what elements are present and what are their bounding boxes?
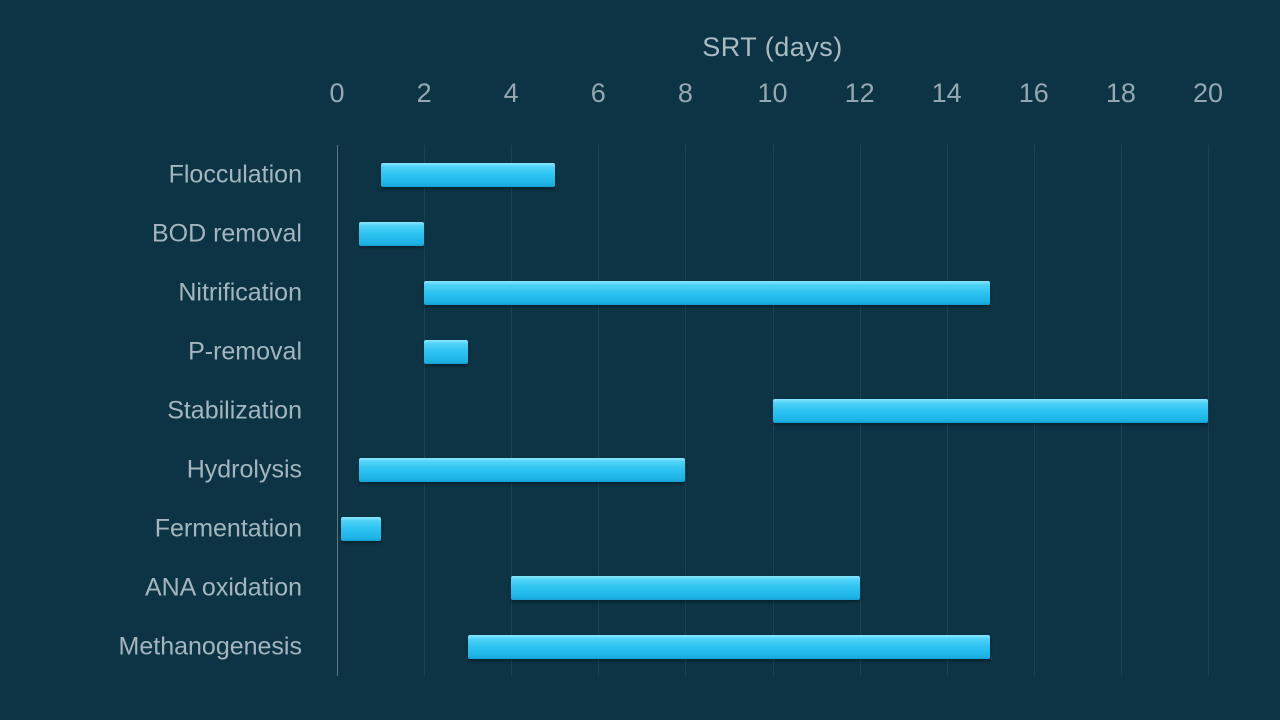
category-label-hydrolysis: Hydrolysis bbox=[186, 455, 302, 483]
x-tick-label: 12 bbox=[844, 78, 875, 108]
category-label-p-removal: P-removal bbox=[188, 337, 302, 365]
category-label-methanogenesis: Methanogenesis bbox=[118, 632, 302, 660]
gridline bbox=[511, 145, 513, 676]
x-tick-label: 2 bbox=[416, 78, 432, 108]
x-tick-label: 4 bbox=[503, 78, 519, 108]
gridline bbox=[1208, 145, 1209, 676]
x-tick-label: 18 bbox=[1105, 78, 1136, 108]
x-tick-label: 0 bbox=[329, 78, 345, 108]
bar-nitrification bbox=[424, 280, 991, 305]
x-tick-label: 14 bbox=[931, 78, 962, 108]
x-tick-label: 20 bbox=[1192, 78, 1224, 108]
bar-p-removal bbox=[424, 339, 468, 364]
x-tick-label: 8 bbox=[677, 78, 693, 108]
x-tick-label: 6 bbox=[590, 78, 606, 108]
gridline bbox=[685, 145, 687, 676]
chart-title: SRT (days) bbox=[702, 32, 843, 62]
category-label-nitrification: Nitrification bbox=[178, 278, 302, 306]
bar-fermentation bbox=[341, 516, 381, 541]
bar-methanogenesis bbox=[467, 634, 991, 659]
bar-hydrolysis bbox=[358, 457, 686, 482]
y-axis-line bbox=[337, 145, 338, 676]
bar-bod-removal bbox=[358, 221, 425, 246]
x-tick-label: 10 bbox=[757, 78, 788, 108]
bar-ana-oxidation bbox=[511, 575, 860, 600]
gridline bbox=[424, 145, 426, 676]
category-label-fermentation: Fermentation bbox=[154, 514, 302, 542]
gridline bbox=[598, 145, 600, 676]
bar-stabilization bbox=[772, 398, 1208, 423]
category-label-bod-removal: BOD removal bbox=[151, 219, 302, 247]
category-label-ana-oxidation: ANA oxidation bbox=[144, 573, 302, 601]
x-tick-label: 16 bbox=[1018, 78, 1049, 108]
bar-flocculation bbox=[380, 162, 555, 187]
category-label-flocculation: Flocculation bbox=[168, 160, 302, 188]
category-label-stabilization: Stabilization bbox=[167, 396, 302, 424]
